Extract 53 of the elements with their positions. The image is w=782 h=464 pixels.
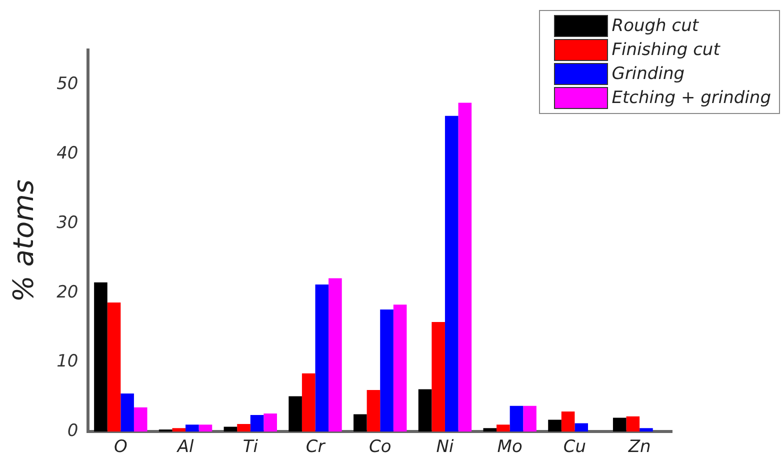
bar [302,373,316,432]
x-tick-label: Mo [497,437,522,458]
bar [224,426,238,432]
legend-label: Finishing cut [612,40,720,60]
bar [250,414,264,432]
x-tick-label: Al [176,437,194,458]
bar [561,411,575,432]
bar [523,406,536,432]
legend-label: Etching + grinding [612,88,771,108]
bar [237,424,250,432]
bar [626,416,640,432]
bar [432,322,445,432]
bar [574,423,588,432]
y-tick-label: 50 [56,74,78,94]
bar [640,428,653,432]
bar [315,284,329,432]
bar [134,407,148,432]
x-tick-label: Cr [306,437,326,458]
x-tick-label: Ni [436,437,454,458]
bar [328,278,342,432]
bar [107,302,121,432]
bar [172,428,186,432]
x-tick-label: Zn [627,437,651,458]
bar [483,428,497,432]
y-tick-label: 40 [56,143,78,164]
bar [186,424,199,432]
x-tick-label: Co [368,437,392,458]
legend-label: Rough cut [612,16,699,36]
bar [264,414,277,432]
y-axis-title: % atoms [7,179,40,302]
y-tick-label: 30 [56,212,78,233]
bar [612,418,626,432]
bar [510,406,524,432]
bar [120,393,134,432]
bar [496,424,510,432]
y-tick-label: 20 [56,282,78,302]
bar [380,309,394,432]
x-tick-label: O [114,437,128,458]
bar [548,420,562,432]
y-tick-label: 0 [67,421,78,442]
bar [444,116,458,432]
bar [458,102,472,432]
bar [198,424,212,432]
bar [354,414,367,432]
bar [288,396,302,432]
bar [94,282,108,432]
y-tick-label: 10 [56,352,78,372]
bar [418,389,432,432]
bar [393,304,407,432]
x-tick-label: Cu [563,437,586,458]
x-tick-label: Ti [242,437,258,458]
bar [366,390,380,432]
legend-label: Grinding [612,64,685,84]
